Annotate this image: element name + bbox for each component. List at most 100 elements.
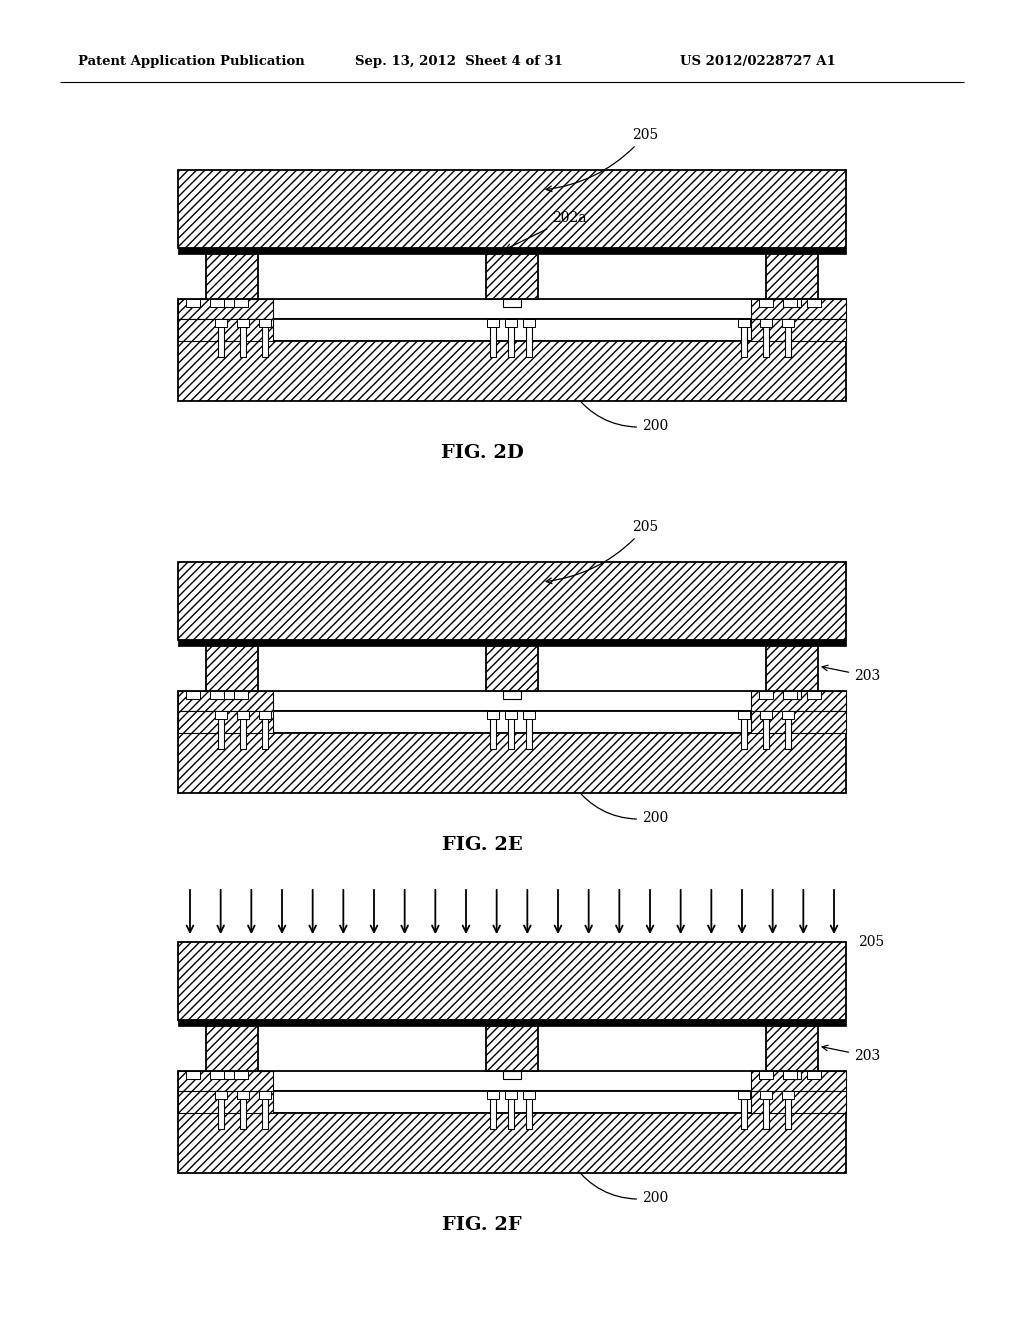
Bar [766,1026,818,1071]
Bar [178,562,846,640]
Text: FIG. 2D: FIG. 2D [440,444,523,462]
Bar [215,319,227,327]
Text: 203: 203 [822,665,881,682]
Bar [782,711,794,719]
Bar [178,341,846,401]
Bar [782,319,794,327]
Text: 200: 200 [574,1167,669,1205]
Text: Patent Application Publication: Patent Application Publication [78,55,305,69]
Bar [234,690,248,700]
Bar [206,645,258,690]
Text: US 2012/0228727 A1: US 2012/0228727 A1 [680,55,836,69]
Bar [178,300,846,319]
Bar [178,248,846,253]
Bar [178,1071,846,1092]
Bar [223,690,241,700]
Bar [751,1071,846,1092]
Bar [503,300,521,308]
Bar [523,711,535,719]
Bar [487,711,499,719]
Bar [760,1092,772,1100]
Bar [262,319,268,356]
Bar [751,300,846,319]
Bar [760,319,772,327]
Bar [508,711,514,748]
Bar [178,1113,846,1173]
Text: 200: 200 [574,787,669,825]
Bar [785,1092,791,1129]
Bar [178,1020,846,1026]
Bar [751,1092,846,1113]
Bar [178,640,846,645]
Bar [766,253,818,300]
Bar [186,1071,200,1078]
Text: Sep. 13, 2012  Sheet 4 of 31: Sep. 13, 2012 Sheet 4 of 31 [355,55,563,69]
Bar [237,1092,249,1100]
Bar [178,319,846,341]
Bar [526,711,532,748]
Bar [178,711,273,733]
Bar [218,711,224,748]
Bar [738,319,750,327]
Bar [178,300,273,319]
Text: FIG. 2F: FIG. 2F [442,1216,522,1234]
Bar [186,690,200,700]
Bar [237,711,249,719]
Bar [741,319,746,356]
Bar [738,1092,750,1100]
Bar [763,1092,769,1129]
Text: 202a: 202a [506,211,587,249]
Bar [763,319,769,356]
Bar [526,1092,532,1129]
Bar [178,690,273,711]
Bar [763,711,769,748]
Bar [178,170,846,248]
Bar [206,253,258,300]
Bar [783,690,801,700]
Bar [741,711,746,748]
Bar [240,319,246,356]
Bar [785,711,791,748]
Bar [490,1092,496,1129]
Bar [523,319,535,327]
Bar [178,690,846,711]
Text: 205: 205 [546,520,658,583]
Bar [751,690,846,711]
Bar [259,711,271,719]
Bar [178,1071,273,1092]
Bar [526,319,532,356]
Bar [783,1071,801,1078]
Bar [486,645,538,690]
Bar [505,1092,517,1100]
Bar [210,690,224,700]
Bar [503,1071,521,1078]
Bar [223,1071,241,1078]
Bar [505,319,517,327]
Bar [240,711,246,748]
Bar [783,300,801,308]
Bar [741,1092,746,1129]
Text: FIG. 2E: FIG. 2E [441,836,522,854]
Bar [508,1092,514,1129]
Bar [215,1092,227,1100]
Bar [760,711,772,719]
Bar [486,253,538,300]
Bar [186,300,200,308]
Bar [807,300,821,308]
Text: 205: 205 [858,935,885,949]
Bar [783,300,797,308]
Bar [503,690,521,700]
Bar [237,319,249,327]
Bar [759,1071,773,1078]
Bar [751,711,846,733]
Bar [508,319,514,356]
Bar [215,711,227,719]
Bar [487,319,499,327]
Bar [223,300,241,308]
Bar [218,1092,224,1129]
Bar [178,733,846,793]
Bar [783,1071,797,1078]
Bar [751,319,846,341]
Bar [259,319,271,327]
Bar [206,1026,258,1071]
